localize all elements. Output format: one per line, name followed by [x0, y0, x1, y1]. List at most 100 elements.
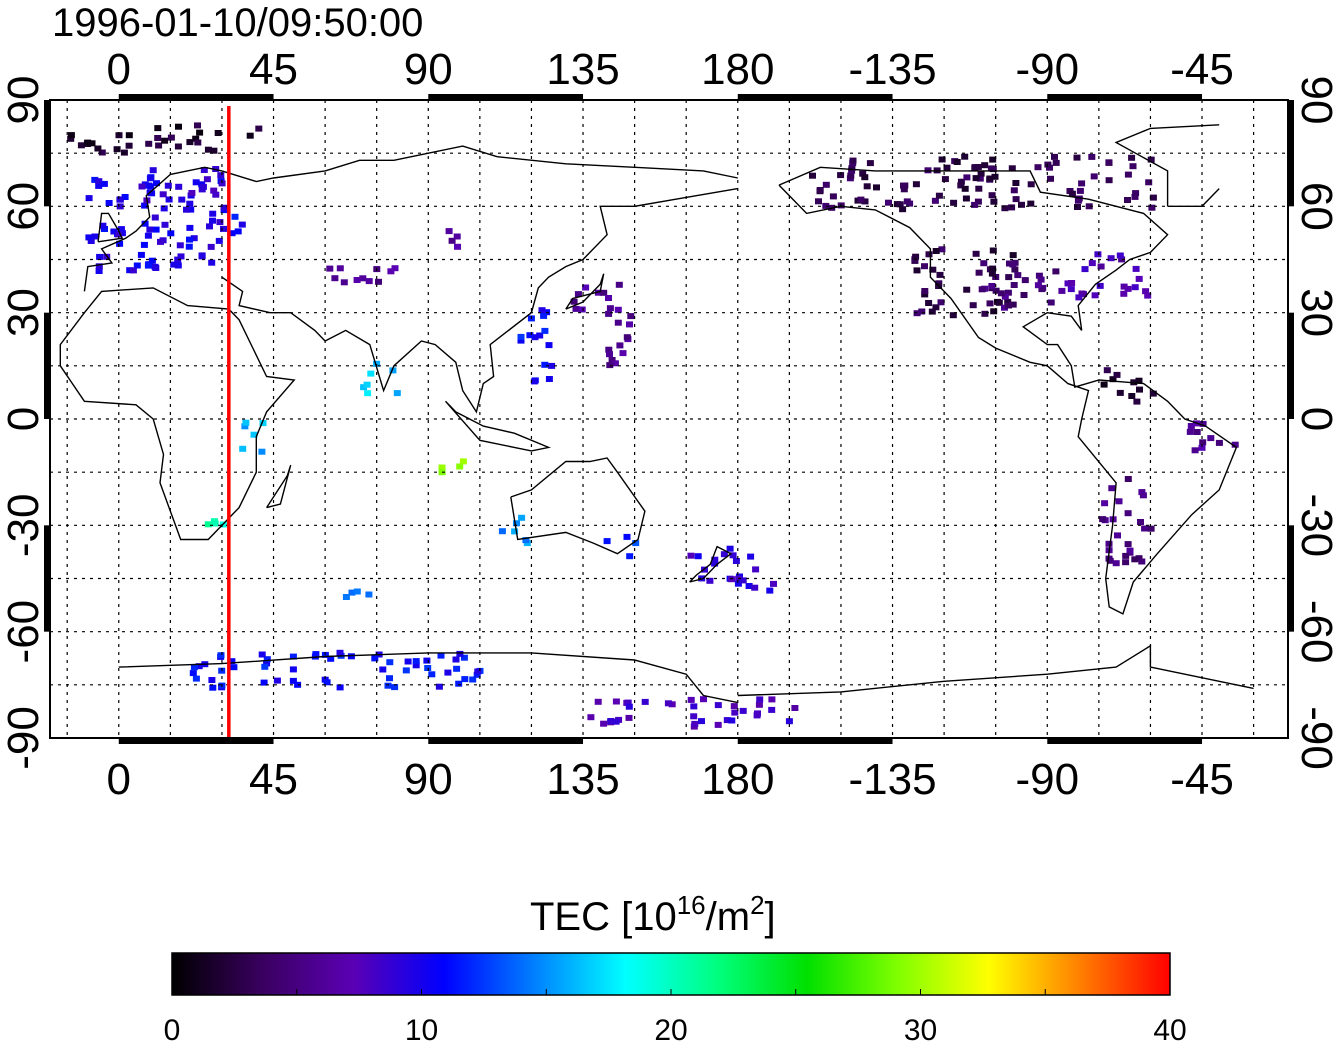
tec-cell	[990, 198, 998, 205]
tec-cell	[365, 591, 373, 598]
tec-cell	[989, 247, 997, 254]
tec-cell	[364, 390, 372, 397]
tec-cell	[105, 200, 113, 206]
tec-cell	[625, 714, 633, 721]
axis-bar-bottom	[118, 738, 274, 744]
tec-cell	[987, 165, 995, 172]
x-tick-label-top: 135	[546, 45, 619, 94]
tec-cell	[912, 253, 920, 260]
coastlines	[49, 124, 1254, 704]
tec-cell	[91, 233, 99, 240]
tec-cell	[428, 671, 436, 678]
tec-cell	[766, 587, 774, 594]
tec-cell	[536, 332, 544, 339]
tec-cell	[866, 160, 874, 167]
tec-cell	[745, 583, 753, 589]
tec-cell	[626, 553, 634, 560]
tec-cell	[1008, 165, 1016, 172]
axis-bar-bottom	[737, 738, 893, 744]
tec-cell	[859, 170, 867, 177]
colorbar-tick-label: 30	[904, 1014, 937, 1042]
tec-cell	[957, 182, 965, 189]
tec-cell	[921, 263, 928, 270]
tec-cell	[829, 193, 837, 200]
y-axis-right-labels: 90 60 30 0 -30 -60 -90	[1292, 76, 1340, 770]
tec-cell	[1148, 204, 1156, 211]
tec-cell	[77, 142, 85, 149]
tec-cell	[215, 237, 223, 244]
tec-cell	[340, 279, 348, 286]
tec-cell	[1067, 286, 1075, 293]
tec-cell	[531, 334, 539, 341]
tec-cell	[1099, 516, 1107, 523]
tec-cell	[619, 350, 627, 357]
tec-cell	[511, 528, 519, 535]
tec-cell	[517, 337, 525, 344]
tec-cell	[1080, 291, 1087, 298]
tec-cell	[971, 164, 979, 171]
tec-cell	[1129, 163, 1137, 170]
tec-cell	[963, 174, 971, 181]
tec-cell	[981, 310, 989, 317]
tec-cell	[728, 717, 736, 724]
tec-cell	[991, 173, 999, 180]
tec-cell	[230, 664, 238, 671]
tec-cell	[668, 701, 676, 708]
tec-cell	[452, 656, 460, 663]
tec-cell	[234, 228, 242, 235]
tec-cell	[975, 269, 983, 276]
tec-cell	[1100, 381, 1108, 388]
tec-cell	[148, 190, 156, 197]
tec-cell	[1108, 485, 1116, 492]
tec-cell	[1052, 268, 1060, 275]
axis-bar-top	[1047, 94, 1203, 100]
tec-cell	[423, 657, 431, 664]
tec-cell	[1058, 287, 1066, 294]
tec-cell	[1073, 154, 1081, 161]
tec-cell	[217, 652, 225, 659]
tec-cell	[522, 537, 530, 544]
tec-cell	[391, 684, 399, 691]
tec-cell	[151, 214, 159, 221]
tec-cell	[336, 265, 344, 272]
axis-bar-right	[1288, 525, 1294, 632]
tec-cell	[412, 658, 420, 665]
axis-bar-right	[1288, 100, 1294, 207]
tec-cell	[149, 167, 157, 174]
tec-cell	[175, 123, 182, 130]
tec-cell	[700, 696, 707, 703]
tec-cell	[1115, 498, 1123, 505]
tec-cell	[347, 653, 355, 660]
tec-cell	[151, 263, 159, 270]
coastline-segment	[778, 166, 1238, 615]
tec-cell	[1199, 439, 1207, 446]
tec-cell	[723, 717, 731, 724]
tec-cell	[190, 664, 198, 671]
tec-cell	[600, 289, 608, 296]
x-tick-label-bottom: 45	[249, 755, 298, 804]
tec-cell	[1138, 558, 1146, 565]
tec-cell	[258, 651, 266, 658]
tec-cell	[404, 658, 412, 665]
tec-cell	[1010, 187, 1018, 194]
tec-cell	[1081, 266, 1089, 273]
tec-cell	[1052, 159, 1060, 166]
tec-cell	[1131, 556, 1139, 563]
tec-cell	[326, 265, 334, 272]
tec-cell	[938, 156, 946, 163]
tec-cell	[691, 720, 699, 727]
tec-cell	[822, 181, 830, 188]
y-tick-label-right: 60	[1292, 182, 1340, 231]
tec-cell	[953, 159, 961, 165]
tec-cell	[138, 183, 146, 190]
tec-cell	[161, 221, 169, 228]
tec-cell	[207, 243, 215, 250]
tec-cell	[336, 684, 344, 691]
tec-cell	[160, 205, 168, 212]
tec-cell	[115, 132, 123, 139]
tec-cell	[526, 332, 534, 339]
tec-cell	[755, 701, 763, 708]
tec-cell	[690, 703, 698, 710]
tec-cell	[1126, 547, 1134, 554]
tec-cell	[242, 419, 250, 426]
